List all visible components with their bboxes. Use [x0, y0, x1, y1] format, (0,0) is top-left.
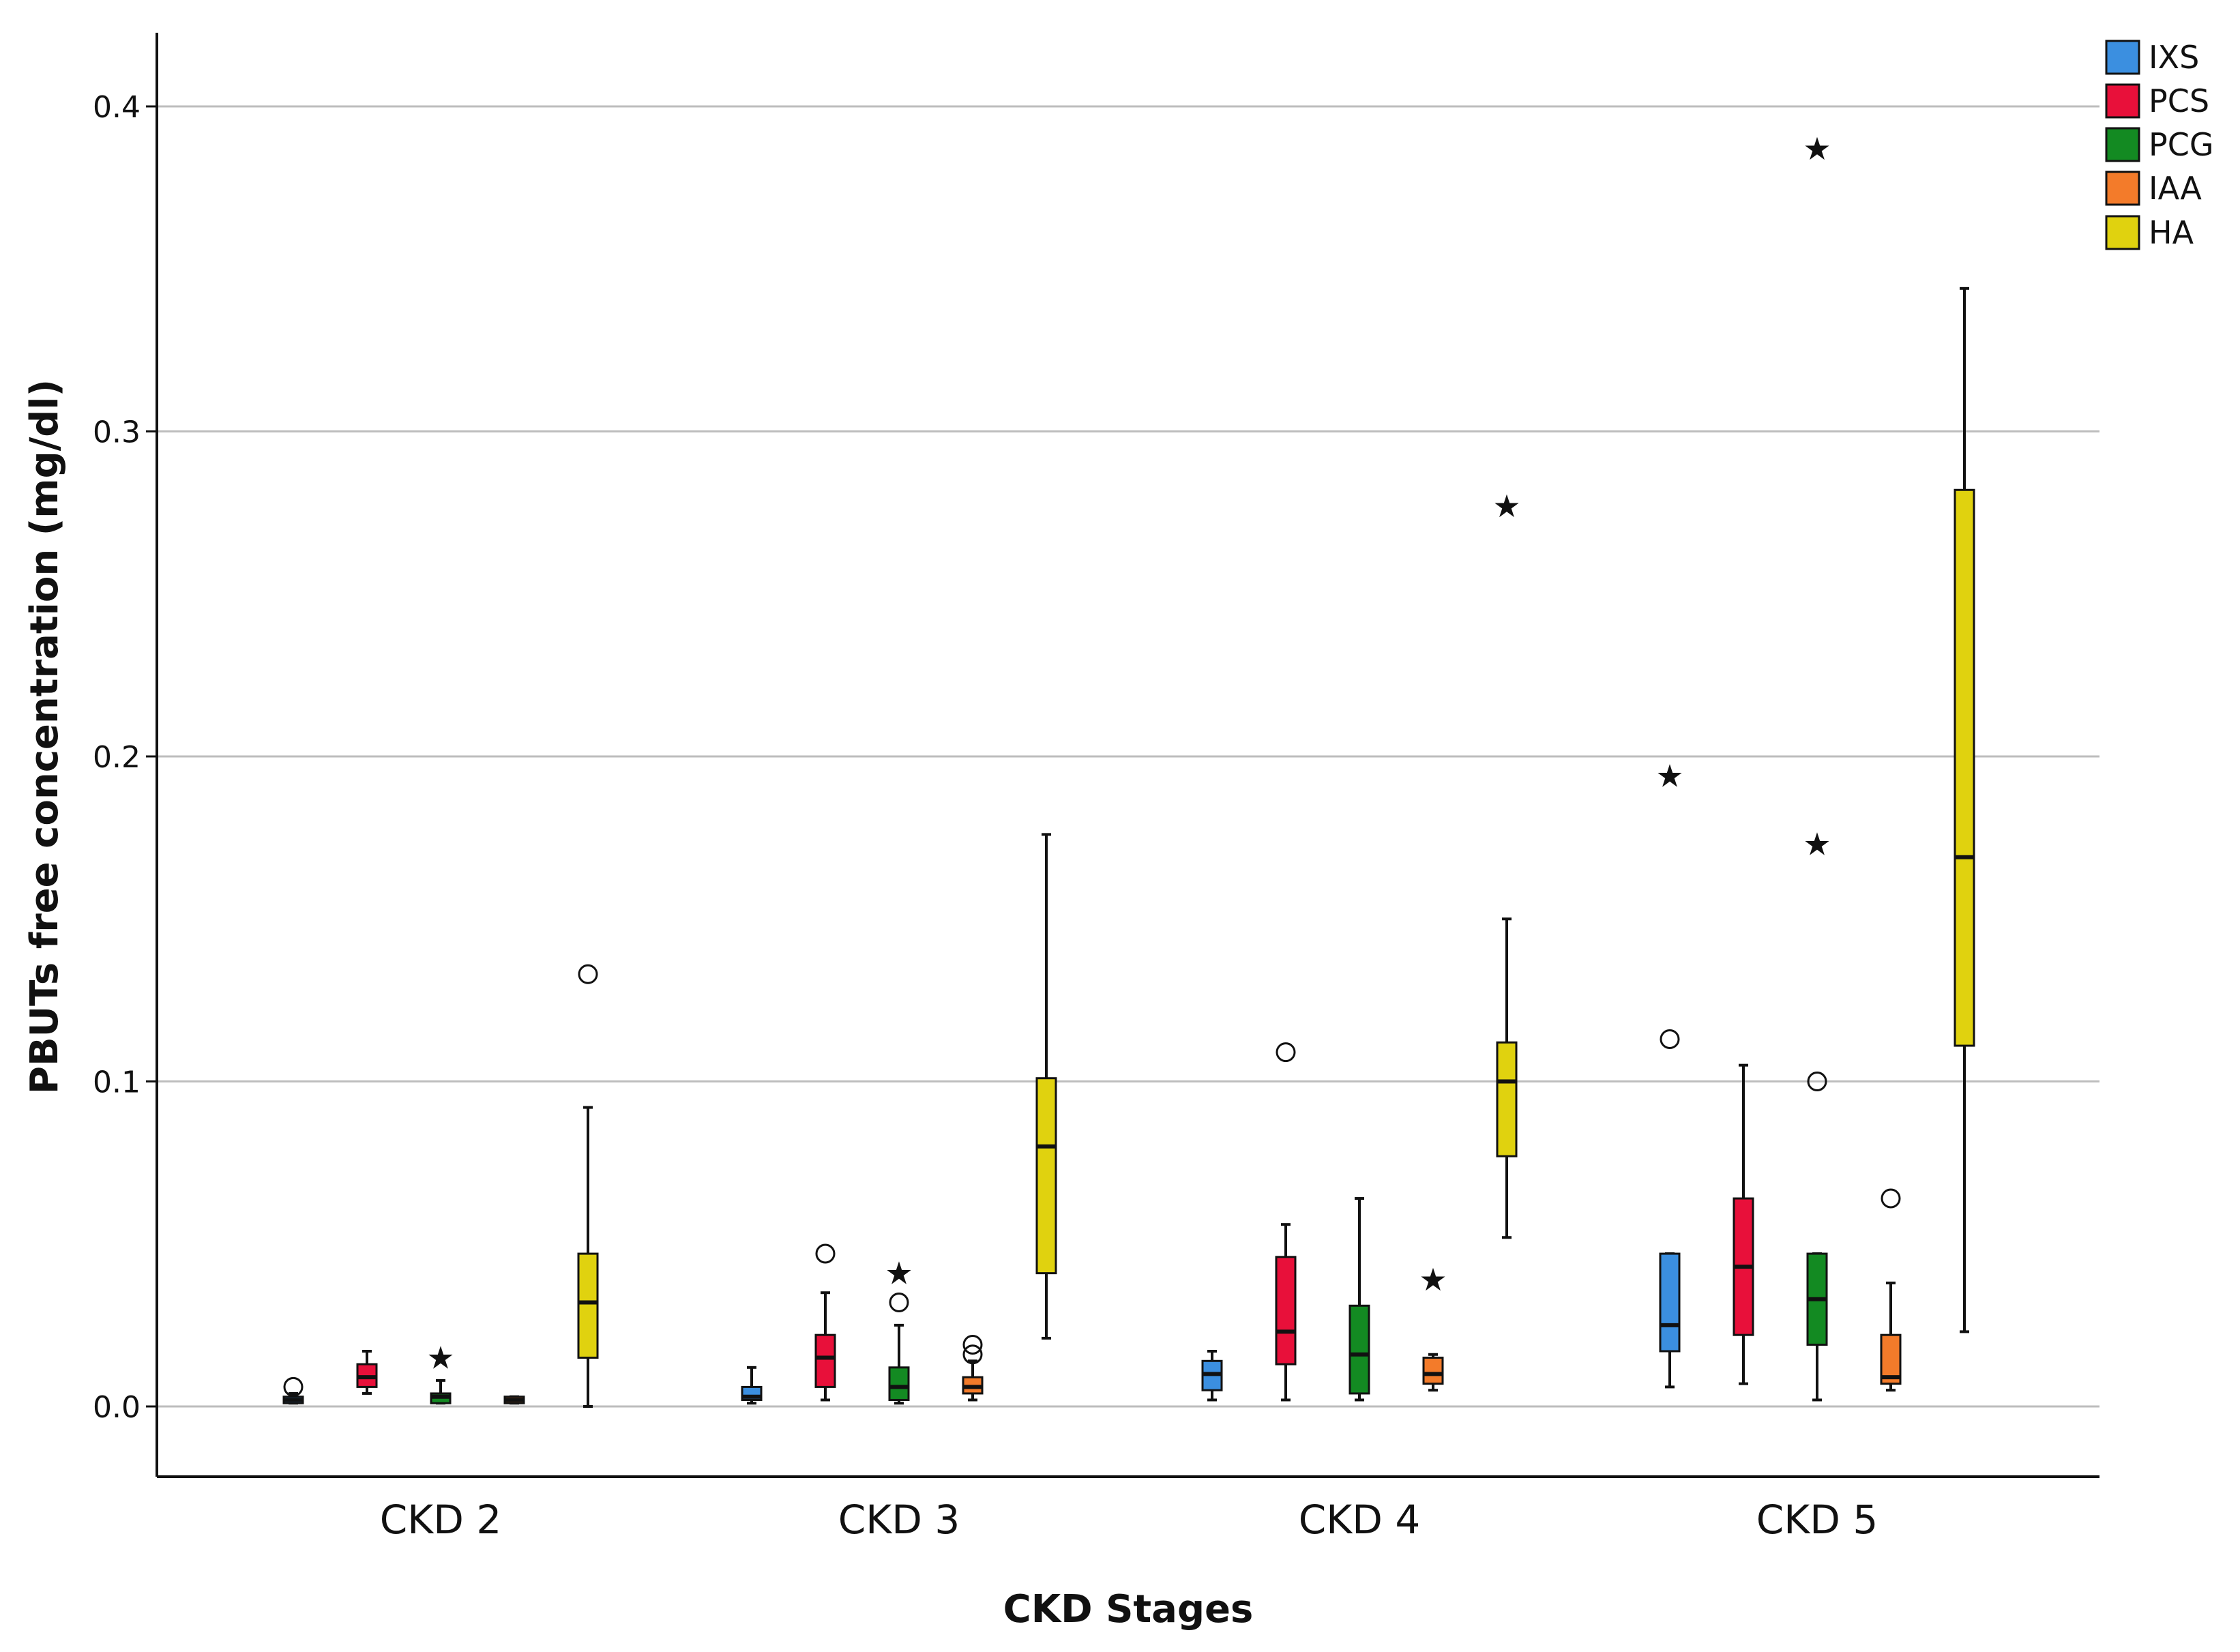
- x-category-label: CKD 4: [1299, 1496, 1421, 1543]
- legend-label: IXS: [2149, 39, 2199, 76]
- box-iaa-ckd2: [503, 1395, 525, 1405]
- outlier-circle: [1881, 1188, 1901, 1209]
- box-iqr: [814, 1333, 836, 1388]
- legend-label: PCS: [2149, 83, 2209, 119]
- x-axis-category-labels: CKD 2 CKD 3 CKD 4 CKD 5: [380, 1496, 1878, 1543]
- legend: IXS PCS PCG IAA HA: [2105, 39, 2214, 251]
- outlier-star: ★: [885, 1255, 913, 1292]
- outlier-star: ★: [426, 1340, 454, 1376]
- legend-item-ixs: IXS: [2105, 39, 2199, 76]
- box-pcs-ckd3: [814, 1291, 836, 1402]
- box-ha-ckd5: [1954, 286, 1975, 1333]
- box-iqr: [888, 1366, 910, 1401]
- legend-label: HA: [2149, 214, 2194, 251]
- outlier-circle: [962, 1334, 983, 1355]
- outlier-star: ★: [1803, 826, 1831, 863]
- outlier-star: ★: [1655, 758, 1683, 795]
- outlier-star: ★: [1803, 130, 1831, 167]
- box-ixs-ckd4: [1201, 1349, 1223, 1402]
- axes: [156, 33, 2099, 1478]
- y-axis-title: PBUTs free concentration (mg/dl): [23, 379, 67, 1094]
- legend-label: PCG: [2149, 126, 2214, 163]
- box-pcs-ckd2: [356, 1349, 378, 1395]
- box-iqr: [1035, 1077, 1057, 1275]
- box-iqr: [1349, 1304, 1370, 1395]
- y-tick-label: 0.1: [93, 1065, 141, 1100]
- legend-item-iaa: IAA: [2105, 170, 2202, 207]
- x-category-label: CKD 5: [1756, 1496, 1878, 1543]
- box-iqr: [1275, 1256, 1297, 1366]
- outlier-star: ★: [1492, 488, 1520, 525]
- box-ha-ckd3: [1035, 833, 1057, 1340]
- y-axis-ticks: 0.0 0.1 0.2 0.3 0.4: [93, 90, 157, 1425]
- outliers: ★ ★ ★ ★ ★ ★ ★: [283, 130, 1901, 1397]
- legend-item-pcs: PCS: [2105, 83, 2209, 119]
- legend-swatch: [2105, 83, 2140, 119]
- x-axis-title: CKD Stages: [1003, 1587, 1254, 1632]
- legend-item-pcg: PCG: [2105, 126, 2214, 163]
- box-ixs-ckd5: [1659, 1252, 1681, 1389]
- legend-swatch: [2105, 40, 2140, 75]
- x-category-label: CKD 2: [380, 1496, 502, 1543]
- outlier-circle: [889, 1293, 909, 1313]
- outlier-circle: [962, 1344, 983, 1365]
- box-pcs-ckd4: [1275, 1223, 1297, 1402]
- box-pcg-ckd5: [1806, 1252, 1828, 1402]
- box-iqr: [1659, 1252, 1681, 1353]
- y-tick-label: 0.2: [93, 740, 141, 775]
- box-iqr: [1954, 488, 1975, 1047]
- outlier-circle: [283, 1376, 304, 1397]
- box-ixs-ckd3: [741, 1366, 763, 1405]
- gridlines: [157, 105, 2099, 1408]
- outlier-star: ★: [1419, 1261, 1447, 1298]
- box-iqr: [1496, 1041, 1518, 1157]
- outlier-circle: [1807, 1072, 1827, 1091]
- box-iaa-ckd4: [1422, 1353, 1444, 1392]
- legend-swatch: [2105, 171, 2140, 206]
- box-iqr: [577, 1252, 599, 1359]
- box-ha-ckd2: [577, 1106, 599, 1408]
- x-category-label: CKD 3: [838, 1496, 960, 1543]
- outlier-circle: [578, 964, 598, 984]
- legend-item-ha: HA: [2105, 214, 2194, 251]
- legend-swatch: [2105, 127, 2140, 162]
- box-pcg-ckd2: [430, 1378, 452, 1405]
- y-tick-label: 0.4: [93, 90, 141, 125]
- legend-swatch: [2105, 215, 2140, 250]
- legend-label: IAA: [2149, 170, 2202, 207]
- box-ha-ckd4: [1496, 917, 1518, 1239]
- box-pcg-ckd4: [1349, 1197, 1370, 1402]
- box-series: [282, 286, 1975, 1408]
- box-pcg-ckd3: [888, 1323, 910, 1405]
- outlier-circle: [1660, 1029, 1680, 1050]
- y-tick-label: 0.3: [93, 415, 141, 450]
- outlier-circle: [815, 1243, 836, 1264]
- box-pcs-ckd5: [1733, 1063, 1754, 1385]
- box-iaa-ckd3: [962, 1359, 984, 1402]
- box-iaa-ckd5: [1880, 1281, 1902, 1392]
- outlier-circle: [1276, 1042, 1296, 1063]
- box-iqr: [1422, 1357, 1444, 1385]
- y-tick-label: 0.0: [93, 1390, 141, 1425]
